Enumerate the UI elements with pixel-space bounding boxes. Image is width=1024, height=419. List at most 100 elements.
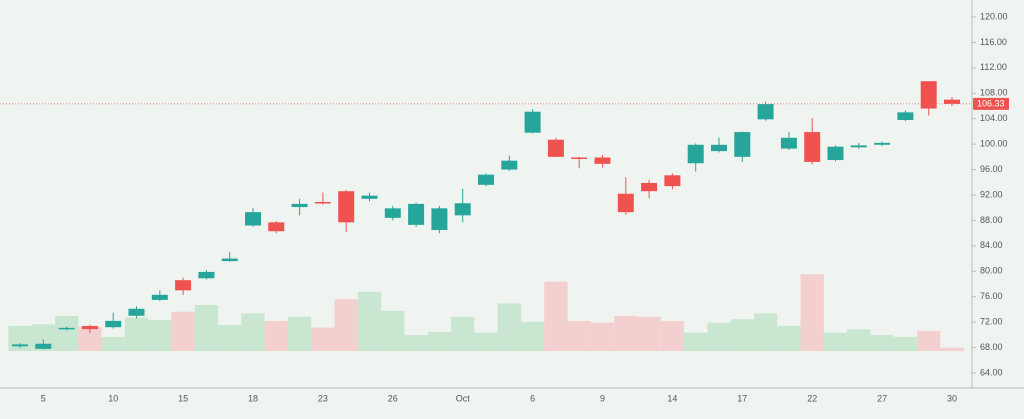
volume-bar <box>847 329 871 351</box>
candle-body <box>641 182 658 192</box>
candle-body <box>291 203 308 208</box>
volume-bar <box>54 315 79 351</box>
volume-bar <box>917 330 941 351</box>
candle-body <box>384 208 401 218</box>
volume-bar <box>404 335 428 351</box>
candle-body <box>245 212 261 226</box>
volume-bar <box>311 327 335 351</box>
candle-body <box>827 146 844 161</box>
candle-body <box>734 132 751 157</box>
volume-bar <box>823 332 848 351</box>
candle-body <box>175 280 192 291</box>
candle-body <box>757 104 774 120</box>
y-tick-label: 84.00 <box>980 240 1003 250</box>
candle-body <box>268 222 285 232</box>
volume-bar <box>544 281 568 351</box>
candle-body <box>804 132 821 162</box>
volume-bar <box>78 326 102 351</box>
x-tick-label: 18 <box>248 393 258 403</box>
volume-bar <box>334 299 358 351</box>
y-tick-label: 120.00 <box>980 11 1008 21</box>
volume-bar <box>357 291 382 351</box>
candle-body <box>571 157 588 159</box>
candle-body <box>431 208 448 230</box>
candle-body <box>524 111 541 133</box>
candle-body <box>850 145 867 148</box>
y-tick-label: 104.00 <box>980 113 1008 123</box>
candle-body <box>664 175 681 187</box>
y-tick-label: 64.00 <box>980 367 1003 377</box>
candle-body <box>711 144 727 152</box>
candle-body <box>547 139 564 157</box>
volume-bar <box>497 303 521 351</box>
volume-bar <box>427 331 452 351</box>
volume-bar <box>707 322 731 351</box>
y-tick-label: 68.00 <box>980 342 1003 352</box>
volume-bar <box>637 316 661 351</box>
volume-bar <box>101 336 125 351</box>
volume-bar <box>287 316 312 351</box>
y-tick-label: 80.00 <box>980 266 1003 276</box>
candle-body <box>920 81 937 109</box>
y-tick-label: 116.00 <box>980 37 1007 47</box>
candle-body <box>151 294 168 300</box>
candle-body <box>58 327 75 330</box>
volume-bar <box>940 347 964 351</box>
y-tick-label: 108.00 <box>980 88 1008 98</box>
candle-body <box>478 174 494 185</box>
volume-bar <box>893 336 918 351</box>
volume-bar <box>264 320 288 351</box>
volume-bar <box>218 325 242 351</box>
candle-body <box>12 344 28 347</box>
x-tick-label: 14 <box>667 393 677 403</box>
candle-body <box>501 160 518 170</box>
x-tick-label: 30 <box>947 393 957 403</box>
volume-bar <box>684 332 708 351</box>
candle-body <box>128 308 145 316</box>
volume-bar <box>614 315 638 351</box>
x-tick-label: 10 <box>108 393 118 403</box>
volume-bar <box>451 316 475 351</box>
volume-bar <box>124 317 149 351</box>
candle-body <box>35 343 52 349</box>
volume-bar <box>660 320 685 351</box>
x-tick-label: 26 <box>388 393 398 403</box>
candle-body <box>617 193 634 213</box>
volume-bar <box>520 321 545 351</box>
y-tick-label: 88.00 <box>980 215 1003 225</box>
x-tick-label: 27 <box>877 393 887 403</box>
volume-bar <box>148 320 172 351</box>
y-tick-label: 72.00 <box>980 317 1003 327</box>
x-tick-label: 9 <box>600 393 605 403</box>
volume-bar <box>777 325 801 351</box>
candle-body <box>687 144 704 164</box>
volume-bar <box>730 319 754 351</box>
candle-body <box>314 201 331 204</box>
y-tick-label: 96.00 <box>980 164 1003 174</box>
volume-bar <box>800 274 824 351</box>
y-tick-label: 112.00 <box>980 62 1007 72</box>
last-price-label: 106.33 <box>977 98 1005 108</box>
volume-bar <box>870 335 894 351</box>
candle-body <box>874 142 891 145</box>
y-tick-label: 100.00 <box>980 139 1008 149</box>
x-tick-label: Oct <box>456 393 471 403</box>
candle-body <box>338 191 355 223</box>
y-tick-label: 76.00 <box>980 291 1003 301</box>
candle-body <box>780 137 797 149</box>
volume-bar <box>567 320 591 351</box>
candle-body <box>408 203 425 225</box>
x-tick-label: 17 <box>737 393 747 403</box>
candle-body <box>944 99 960 104</box>
x-tick-label: 23 <box>318 393 328 403</box>
volume-bar <box>753 313 778 351</box>
x-tick-label: 6 <box>530 393 535 403</box>
x-tick-label: 22 <box>807 393 817 403</box>
candle-body <box>81 325 98 330</box>
candle-body <box>897 112 914 120</box>
volume-bar <box>474 332 498 351</box>
volume-bar <box>194 305 219 351</box>
volume-bar <box>381 310 405 351</box>
